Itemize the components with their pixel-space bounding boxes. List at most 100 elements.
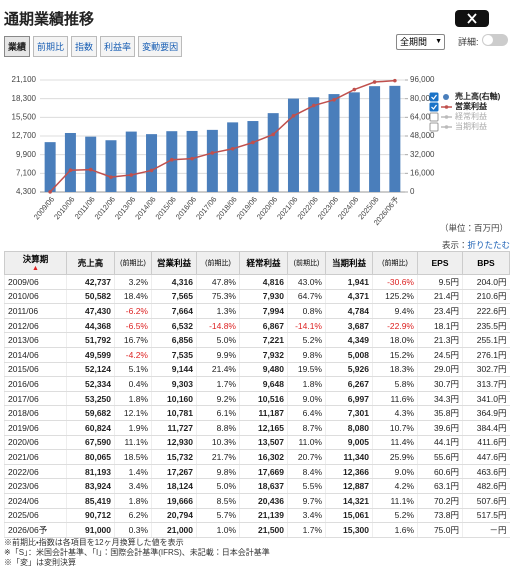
table-cell: 73.8円	[417, 508, 463, 524]
y-tick-label: 4,300	[16, 187, 37, 196]
table-cell: 6,532	[151, 318, 197, 334]
y2-tick-label: 16,000	[410, 168, 435, 177]
table-cell: 51,792	[66, 332, 115, 348]
table-cell: 517.5円	[462, 508, 510, 524]
tab[interactable]: 前期比	[33, 36, 69, 57]
table-cell: 3.4%	[114, 478, 152, 494]
table-cell: 463.6円	[462, 464, 510, 480]
column-header-text: (前期比)	[120, 260, 146, 267]
column-header: 当期利益	[325, 251, 373, 275]
table-cell: 9.8%	[196, 464, 240, 480]
detail-toggle[interactable]	[482, 34, 508, 46]
tab[interactable]: 業績	[4, 36, 31, 57]
table-cell: 6.4%	[287, 405, 326, 421]
collapse-link[interactable]: 折りたたむ	[467, 240, 510, 250]
bar	[348, 92, 360, 192]
table-cell: 2011/06	[4, 303, 67, 319]
table-cell: 85,419	[66, 493, 115, 509]
legend-label: 経常利益	[455, 111, 487, 121]
column-header: (前期比)	[196, 251, 240, 275]
period-select[interactable]: 全期間 ▼	[396, 34, 445, 50]
tab[interactable]: 指数	[71, 36, 98, 57]
table-cell: 14,321	[325, 493, 373, 509]
tab[interactable]: 利益率	[100, 36, 136, 57]
dropdown-arrow: ▼	[435, 38, 442, 45]
table-cell: 18.4%	[114, 289, 152, 305]
table-cell: 24.5円	[417, 347, 463, 363]
tab[interactable]: 変動要因	[138, 36, 183, 57]
table-cell: 9,480	[239, 362, 288, 378]
table-cell: 21.7%	[196, 449, 240, 465]
legend-checkbox	[429, 102, 439, 112]
line-point	[88, 167, 93, 172]
bar	[369, 86, 381, 192]
table-row: 2026/06予 91,000 0.3% 21,000 1.0% 21,500 1.7% 15…	[4, 522, 510, 538]
table-cell: 30.7円	[417, 376, 463, 392]
legend-checkbox	[429, 92, 439, 102]
table-cell: 63.1円	[417, 478, 463, 494]
x-tick-label: 2019/06	[235, 195, 259, 222]
x-tick-label: 2016/06	[174, 195, 198, 222]
table-cell: 15.2%	[372, 347, 418, 363]
table-row: 2010/06 50,582 18.4% 7,565 75.3% 7,930 64.7% 4,…	[4, 289, 510, 305]
column-header: 営業利益	[151, 251, 197, 275]
table-cell: 3,687	[325, 318, 373, 334]
share-x-button[interactable]	[455, 10, 489, 27]
line	[49, 79, 395, 193]
table-cell: 49,599	[66, 347, 115, 363]
table-cell: 5.2%	[372, 508, 418, 524]
table-cell: 1.0%	[196, 522, 240, 538]
table-cell: 2023/06	[4, 478, 67, 494]
table-cell: 55.6円	[417, 449, 463, 465]
table-cell: 8.7%	[287, 420, 326, 436]
table-cell: -6.2%	[114, 303, 152, 319]
legend-checkbox	[429, 122, 439, 132]
table-cell: 276.1円	[462, 347, 510, 363]
x-tick-label: 2010/06	[52, 195, 76, 222]
table-cell: 11.6%	[372, 391, 418, 407]
table-cell: 1.7%	[287, 522, 326, 538]
table-cell: 1.8%	[287, 376, 326, 392]
table-row: 2012/06 44,368 -6.5% 6,532 -14.8% 6,867 -14.1%…	[4, 318, 510, 334]
column-header-text: 経常利益	[246, 258, 281, 268]
table-cell: 3.4%	[287, 508, 326, 524]
column-header: (前期比)	[114, 251, 152, 275]
table-cell: 44.1円	[417, 435, 463, 451]
footnote: ※前期比・指数は各項目を12ヶ月換算した値を表示	[4, 538, 184, 547]
table-cell: 39.6円	[417, 420, 463, 436]
table-cell: 1.9%	[114, 420, 152, 436]
table-cell: 4.3%	[372, 405, 418, 421]
column-header: BPS	[462, 251, 510, 275]
table-cell: 15,300	[325, 522, 373, 538]
column-header-text: 決算期	[22, 254, 49, 264]
bar	[247, 121, 259, 192]
table-cell: 21.4円	[417, 289, 463, 305]
toggle-knob	[483, 35, 493, 45]
line-point	[210, 151, 215, 155]
sort-indicator: ▲	[32, 265, 39, 272]
line-point	[48, 190, 52, 194]
table-cell: 4,816	[239, 274, 288, 290]
table-body: 2009/06 42,737 3.2% 4,316 47.8% 4,816 43.0% 1,9…	[4, 274, 510, 538]
table-cell: 60.6円	[417, 464, 463, 480]
table-cell: 11.1%	[372, 493, 418, 509]
y2-tick-label: 96,000	[410, 75, 435, 84]
footnote: ※「変」は変則決算	[4, 558, 76, 567]
table-cell: 9.8%	[287, 347, 326, 363]
table-cell: 5.2%	[287, 332, 326, 348]
bar	[328, 94, 340, 192]
chart: 4,300 7,100 9,900 12,700 15,500 18,300 21,100 0…	[12, 75, 501, 227]
table-cell: 16,302	[239, 449, 288, 465]
table-cell: 5.0%	[196, 478, 240, 494]
line-point	[230, 146, 235, 151]
table-cell: 11.4%	[372, 435, 418, 451]
line-point	[311, 103, 316, 108]
table-cell: －円	[462, 522, 510, 538]
table-row: 2025/06 90,712 6.2% 20,794 5.7% 21,139 3.4% 15,…	[4, 508, 510, 524]
table-cell: 21.4%	[196, 362, 240, 378]
table-cell: 8,080	[325, 420, 373, 436]
table-cell: 18.0%	[372, 332, 418, 348]
table-cell: 67,590	[66, 435, 115, 451]
table-cell: 21,000	[151, 522, 197, 538]
